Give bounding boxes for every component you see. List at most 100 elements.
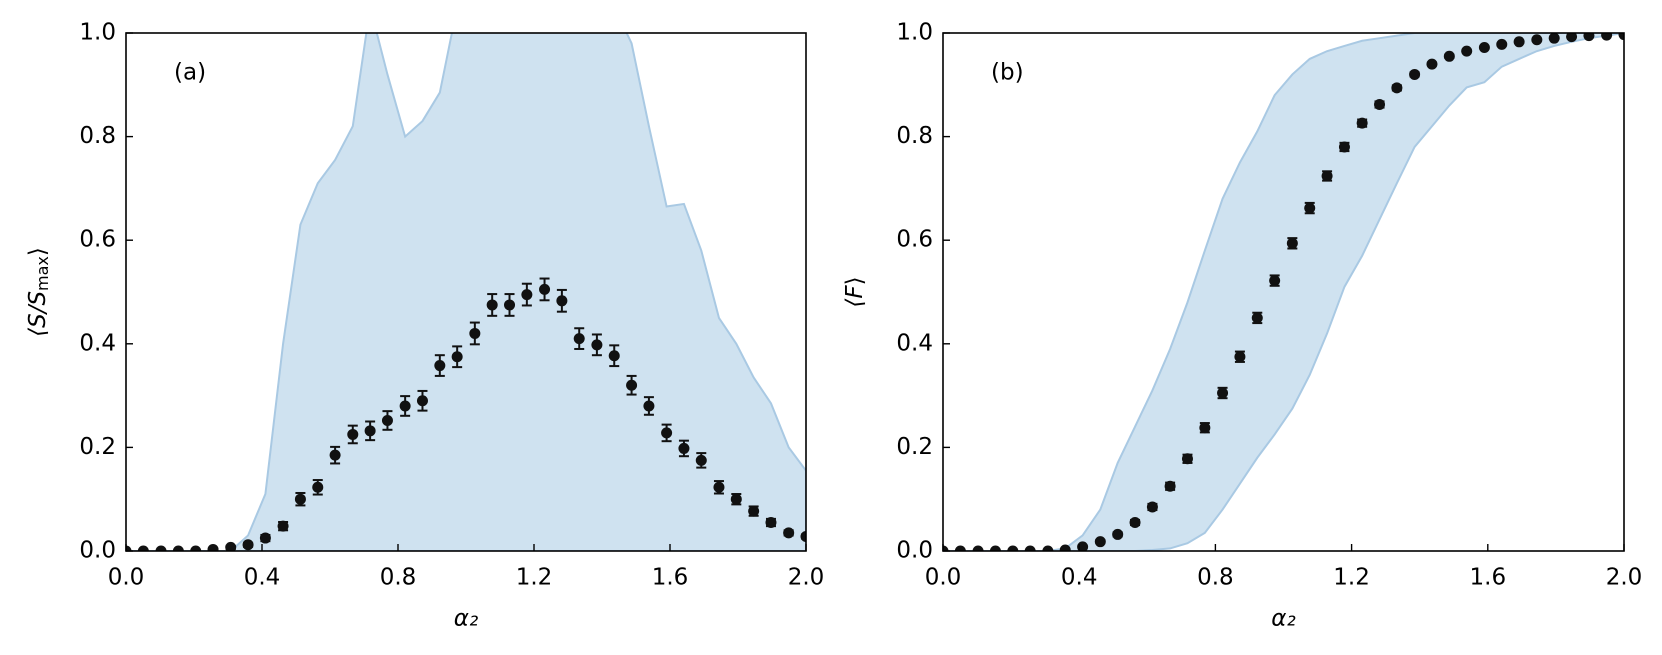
point [1618, 33, 1624, 41]
x-tick-label: 1.2 [1333, 565, 1370, 591]
y-tick-label: 0.6 [79, 227, 116, 253]
point [1513, 36, 1525, 48]
panel-label: (b) [991, 60, 1024, 86]
point [748, 505, 760, 517]
point [1583, 33, 1595, 42]
point [137, 545, 149, 551]
point [1478, 42, 1490, 54]
point [1007, 545, 1019, 551]
point [1496, 38, 1508, 50]
point [1426, 58, 1438, 70]
y-tick-label: 0.2 [79, 434, 116, 460]
point [504, 299, 516, 311]
point [312, 481, 324, 493]
point [242, 539, 254, 551]
point [943, 545, 949, 551]
point [800, 530, 806, 542]
point [989, 545, 1001, 551]
point [1042, 545, 1054, 551]
point [1181, 453, 1193, 465]
point [695, 454, 707, 466]
point [1356, 117, 1368, 129]
point [1391, 82, 1403, 94]
point [155, 545, 167, 551]
point [126, 545, 132, 551]
band [943, 33, 1624, 551]
point [972, 545, 984, 551]
point [1531, 34, 1543, 46]
point [329, 449, 341, 461]
x-axis-label: α₂ [1271, 606, 1295, 632]
x-tick-label: 0.8 [380, 565, 417, 591]
point [486, 299, 498, 311]
y-label-part: ⟨S/S [25, 291, 51, 337]
x-tick-label: 1.6 [1470, 565, 1507, 591]
y-tick-label: 0.8 [79, 123, 116, 149]
axes-frame [125, 32, 807, 552]
point [573, 333, 585, 345]
point [1129, 517, 1141, 529]
point [1409, 68, 1421, 80]
point [399, 400, 411, 412]
x-axis-label: α₂ [454, 606, 478, 632]
point [277, 520, 289, 532]
point [713, 481, 725, 493]
point [347, 428, 359, 440]
point [1548, 33, 1560, 44]
point [172, 545, 184, 551]
point [1566, 33, 1578, 43]
point [1269, 275, 1281, 287]
point [643, 400, 655, 412]
point [381, 414, 393, 426]
point [1286, 237, 1298, 249]
x-tick-label: 2.0 [1606, 565, 1643, 591]
band [126, 33, 806, 551]
point [626, 379, 638, 391]
point [1146, 501, 1158, 513]
panel: 0.0 0.4 0.8 1.2 1.6 2.0 0.0 0.2 0.4 0.6 0.8 1.0 α₂ ⟨S… [25, 20, 825, 632]
y-label-part: ⟩ [842, 276, 868, 285]
point [608, 350, 620, 362]
point [1164, 480, 1176, 492]
point [1321, 170, 1333, 182]
point [1304, 202, 1316, 214]
y-tick-label: 0.0 [896, 538, 933, 564]
plot-area [126, 33, 806, 551]
point [207, 543, 219, 551]
point [539, 283, 551, 295]
y-tick-label: 1.0 [79, 20, 116, 46]
panel: 0.0 0.4 0.8 1.2 1.6 2.0 0.0 0.2 0.4 0.6 0.8 1.0 α₂ ⟨F… [842, 20, 1643, 632]
point [1199, 422, 1211, 434]
y-axis-label: ⟨S/Smax⟩ [25, 247, 52, 337]
point [469, 327, 481, 339]
point [1251, 312, 1263, 324]
point [591, 339, 603, 351]
point [783, 527, 795, 539]
point [1234, 351, 1246, 363]
point [1461, 45, 1473, 57]
x-tick-label: 0.4 [1061, 565, 1098, 591]
y-label-part: ⟨F [842, 285, 868, 308]
y-tick-label: 0.0 [79, 538, 116, 564]
point [954, 545, 966, 551]
point [190, 545, 202, 551]
point [1059, 544, 1071, 551]
point [416, 395, 428, 407]
x-tick-label: 0.8 [1197, 565, 1234, 591]
x-tick-label: 0.4 [244, 565, 281, 591]
y-tick-label: 0.2 [896, 434, 933, 460]
point [1024, 545, 1036, 551]
point [1443, 50, 1455, 62]
axes-frame [942, 32, 1625, 552]
point [1217, 387, 1229, 399]
y-label-part: ⟩ [25, 247, 51, 256]
point [765, 517, 777, 529]
point [521, 289, 533, 301]
point [1338, 141, 1350, 153]
x-tick-label: 0.0 [925, 565, 962, 591]
point [661, 427, 673, 439]
point [1601, 33, 1613, 41]
point [678, 442, 690, 454]
point [451, 351, 463, 363]
